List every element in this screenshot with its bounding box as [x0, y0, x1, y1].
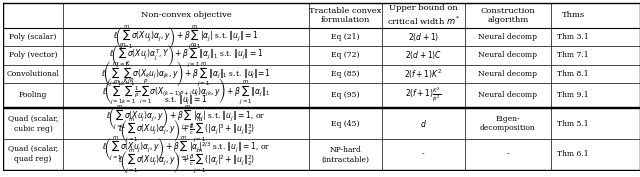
Text: $2(f+1)\frac{K^2}{P^2}$: $2(f+1)\frac{K^2}{P^2}$ [405, 86, 442, 104]
Text: -: - [422, 150, 425, 158]
Text: $\ell\!\left(\sum_{j=1}^{m}\!\sigma(Xu_j)\alpha_j, y\right) + \beta\sum_{j=1}^{m: $\ell\!\left(\sum_{j=1}^{m}\!\sigma(Xu_j… [106, 104, 266, 131]
Text: Thm 7.1: Thm 7.1 [557, 51, 589, 59]
Text: $2(f+1)K^2$: $2(f+1)K^2$ [404, 67, 442, 81]
Text: Convolutional: Convolutional [6, 70, 60, 78]
Text: $2(d+1)C$: $2(d+1)C$ [405, 49, 442, 61]
Text: Thms: Thms [561, 12, 585, 19]
Text: Pooling: Pooling [19, 91, 47, 99]
Text: Neural decomp: Neural decomp [478, 51, 538, 59]
Text: Thm 9.1: Thm 9.1 [557, 91, 589, 99]
Text: s.t. $\|u_j\|=1$: s.t. $\|u_j\|=1$ [164, 94, 208, 107]
Text: NP-hard: NP-hard [330, 146, 361, 154]
Text: Thm 6.1: Thm 6.1 [557, 150, 589, 158]
Text: Quad (scalar,
cubic reg): Quad (scalar, cubic reg) [8, 114, 58, 133]
Text: (intractable): (intractable) [321, 156, 369, 164]
Text: -: - [506, 150, 509, 158]
Text: Eigen-: Eigen- [495, 115, 520, 123]
Text: Eq (21): Eq (21) [331, 33, 360, 41]
Text: Eq (45): Eq (45) [331, 120, 360, 128]
Text: Poly (scalar): Poly (scalar) [10, 33, 57, 41]
Text: Thm 3.1: Thm 3.1 [557, 33, 589, 41]
Text: $\ell\!\left(\sum_{j=1}^{m}\!\sigma(Xu_j)\alpha_j, y\right) + \beta\sum_{j=1}^{m: $\ell\!\left(\sum_{j=1}^{m}\!\sigma(Xu_j… [113, 23, 259, 51]
Text: $\ell\!\left(\sum_{j=1}^{m}\!\sigma(Xu_j)\alpha_j, y\right) + \frac{\beta}{c}\su: $\ell\!\left(\sum_{j=1}^{m}\!\sigma(Xu_j… [118, 147, 255, 175]
Text: Non-convex objective: Non-convex objective [141, 12, 232, 19]
Text: $\ell\!\left(\sum_{j=1}^{m}\!\sigma(Xu_j)\alpha_j^T, Y\right) + \beta\sum_{j=1}^: $\ell\!\left(\sum_{j=1}^{m}\!\sigma(Xu_j… [109, 41, 263, 69]
Text: Thm 5.1: Thm 5.1 [557, 120, 589, 128]
Text: Eq (85): Eq (85) [331, 70, 360, 78]
Text: $\ell\!\left(\sum_{j=1}^{m}\sum_{k=1}^{K/P}\frac{1}{P}\sum_{i=1}^{P}\!\sigma(X_{: $\ell\!\left(\sum_{j=1}^{m}\sum_{k=1}^{K… [102, 76, 270, 106]
Text: decomposition: decomposition [480, 124, 536, 132]
Text: $d$: $d$ [420, 118, 427, 129]
Text: Eq (95): Eq (95) [331, 91, 360, 99]
Text: Thm 8.1: Thm 8.1 [557, 70, 589, 78]
Text: Eq (72): Eq (72) [331, 51, 360, 59]
Text: Neural decomp: Neural decomp [478, 70, 538, 78]
Text: $\ell\!\left(\sum_{j=1}^{m}\sum_{k=1}^{K}\!\sigma(X_ku_j)\alpha_{jk}, y\right) +: $\ell\!\left(\sum_{j=1}^{m}\sum_{k=1}^{K… [101, 59, 271, 88]
Text: Upper bound on
critical width $m^*$: Upper bound on critical width $m^*$ [387, 4, 460, 27]
Text: $\ell\!\left(\sum_{j=1}^{m}\!\sigma(Xu_j)\alpha_j, y\right) + \frac{\beta}{c}\su: $\ell\!\left(\sum_{j=1}^{m}\!\sigma(Xu_j… [118, 116, 255, 144]
Text: Construction
algorithm: Construction algorithm [481, 7, 535, 24]
Text: Neural decomp: Neural decomp [478, 91, 538, 99]
Text: Quad (scalar,
quad reg): Quad (scalar, quad reg) [8, 145, 58, 163]
Text: Poly (vector): Poly (vector) [9, 51, 58, 59]
Text: $2(d+1)$: $2(d+1)$ [408, 31, 439, 43]
Text: Neural decomp: Neural decomp [478, 33, 538, 41]
Text: Tractable convex
formulation: Tractable convex formulation [309, 7, 381, 24]
Text: $\ell\!\left(\sum_{j=1}^{m}\!\sigma(Xu_j)\alpha_j, y\right) + \beta\sum_{j=1}^{m: $\ell\!\left(\sum_{j=1}^{m}\!\sigma(Xu_j… [102, 134, 270, 162]
